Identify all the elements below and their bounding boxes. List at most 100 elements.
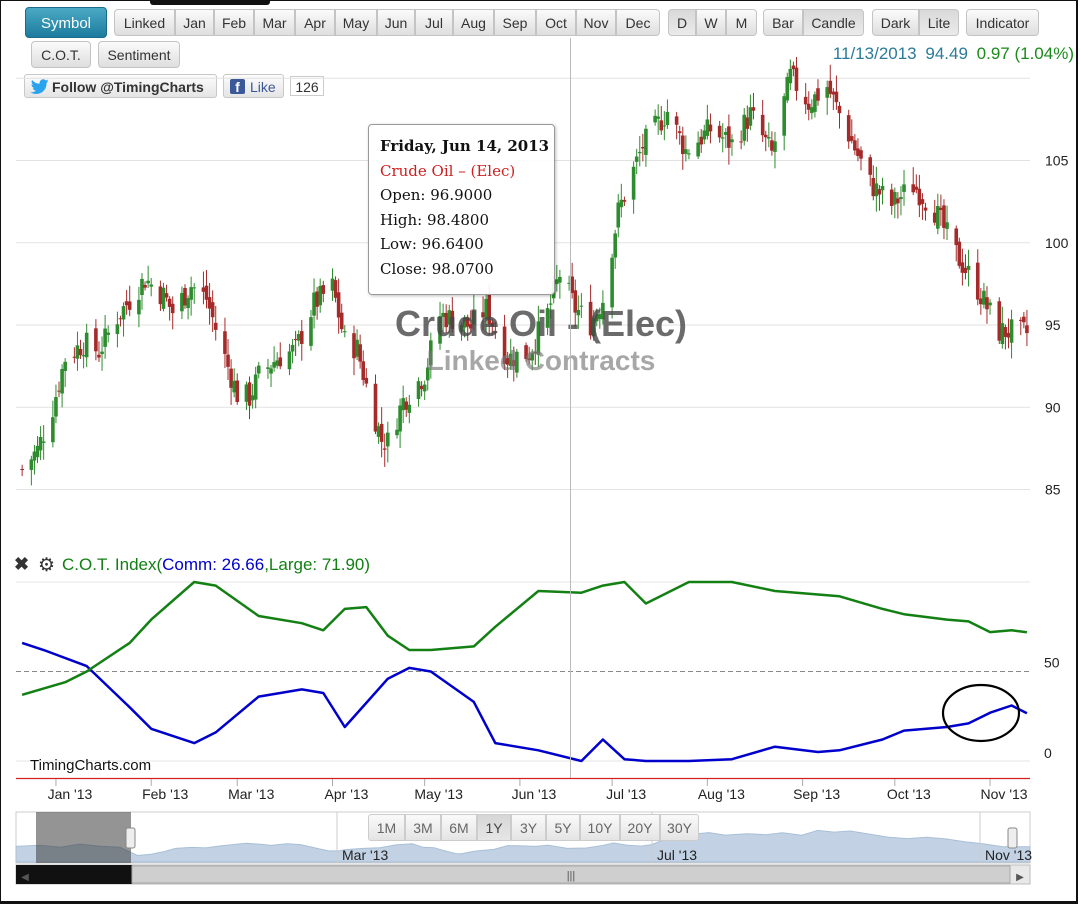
cot-series bbox=[21, 580, 1028, 763]
navigator-label: Jul '13 bbox=[657, 847, 697, 863]
candle-body bbox=[32, 451, 37, 461]
candle-body bbox=[481, 312, 485, 318]
candle-body bbox=[51, 417, 55, 443]
candle-body bbox=[468, 324, 473, 329]
symbol-button[interactable]: Symbol bbox=[25, 7, 107, 38]
close-indicator-icon[interactable]: ✖ bbox=[14, 554, 29, 574]
candle-body bbox=[118, 318, 123, 320]
x-tick-label: Nov '13 bbox=[981, 786, 1028, 802]
candle-body bbox=[610, 257, 614, 308]
candle-body bbox=[853, 140, 857, 151]
month-button-nov[interactable]: Nov bbox=[576, 9, 616, 36]
month-button-may[interactable]: May bbox=[335, 9, 377, 36]
candle-body bbox=[398, 405, 402, 432]
candle-body bbox=[78, 348, 83, 356]
range-button-3m[interactable]: 3M bbox=[405, 814, 441, 841]
period-button-daily[interactable]: D bbox=[668, 9, 696, 36]
range-button-20y[interactable]: 20Y bbox=[620, 814, 660, 841]
navigator-selection-mask bbox=[36, 812, 131, 863]
candle-body bbox=[63, 361, 67, 371]
sentiment-button[interactable]: Sentiment bbox=[98, 41, 180, 68]
month-button-oct[interactable]: Oct bbox=[536, 9, 576, 36]
candle-body bbox=[247, 382, 252, 406]
candle-body bbox=[527, 358, 531, 361]
candle-body bbox=[235, 380, 240, 402]
candle-body bbox=[339, 312, 344, 330]
x-axis: Jan '13 Feb '13 Mar '13 Apr '13 May '13 Jun '… bbox=[48, 779, 1028, 802]
quote-price: 94.49 bbox=[925, 44, 968, 63]
style-button-bar[interactable]: Bar bbox=[763, 9, 803, 36]
range-button-10y[interactable]: 10Y bbox=[580, 814, 620, 841]
candle-body bbox=[441, 312, 445, 317]
scroll-right-icon[interactable]: ▶ bbox=[1016, 872, 1024, 883]
candle-body bbox=[511, 360, 516, 367]
range-button-1m[interactable]: 1M bbox=[368, 814, 405, 841]
candle-body bbox=[210, 302, 215, 318]
range-button-6m[interactable]: 6M bbox=[441, 814, 477, 841]
month-button-jun[interactable]: Jun bbox=[377, 9, 415, 36]
month-button-apr[interactable]: Apr bbox=[295, 9, 335, 36]
candle-body bbox=[985, 297, 989, 310]
range-button-5y[interactable]: 5Y bbox=[546, 814, 580, 841]
candle-body bbox=[616, 202, 621, 228]
candle-body bbox=[653, 115, 657, 123]
period-button-monthly[interactable]: M bbox=[726, 9, 757, 36]
candle-body bbox=[889, 189, 894, 206]
cot-button[interactable]: C.O.T. bbox=[31, 41, 91, 68]
candle-body bbox=[84, 332, 89, 358]
month-button-feb[interactable]: Feb bbox=[214, 9, 254, 36]
candle-body bbox=[859, 150, 863, 159]
candle-body bbox=[631, 166, 636, 200]
candle-body bbox=[644, 128, 648, 155]
month-button-dec[interactable]: Dec bbox=[616, 9, 660, 36]
month-button-linked[interactable]: Linked bbox=[114, 9, 175, 36]
candle-body bbox=[358, 344, 362, 362]
candle-body bbox=[269, 368, 273, 374]
navigator[interactable]: Mar '13 Jul '13 Nov '13 ||| ◀ ▶ bbox=[15, 811, 1032, 885]
indicator-button[interactable]: Indicator bbox=[966, 9, 1039, 36]
candle-body bbox=[794, 67, 799, 91]
theme-button-lite[interactable]: Lite bbox=[919, 9, 959, 36]
candle-body bbox=[1000, 323, 1005, 345]
candle-body bbox=[791, 65, 796, 70]
month-button-aug[interactable]: Aug bbox=[453, 9, 494, 36]
candle-body bbox=[146, 280, 150, 284]
watermark-title: Crude Oil - (Elec) bbox=[395, 303, 687, 344]
month-button-jan[interactable]: Jan bbox=[175, 9, 214, 36]
navigator-handle-left[interactable] bbox=[125, 827, 136, 849]
facebook-like-label: Like bbox=[250, 79, 276, 95]
candle-body bbox=[137, 299, 141, 315]
candle-body bbox=[229, 368, 233, 388]
x-tick-label: Feb '13 bbox=[142, 786, 188, 802]
candle-body bbox=[416, 381, 421, 399]
navigator-scrollbar-thumb[interactable] bbox=[131, 865, 1011, 884]
candle-body bbox=[253, 374, 258, 400]
month-button-mar[interactable]: Mar bbox=[254, 9, 295, 36]
price-tick-label: 85 bbox=[1045, 482, 1061, 498]
candle-body bbox=[548, 303, 553, 305]
range-button-1y[interactable]: 1Y bbox=[477, 814, 511, 841]
candle-body bbox=[702, 130, 707, 140]
candle-body bbox=[957, 241, 962, 266]
candle-body bbox=[902, 184, 906, 192]
period-button-weekly[interactable]: W bbox=[696, 9, 726, 36]
style-button-candle[interactable]: Candle bbox=[803, 9, 864, 36]
theme-button-dark[interactable]: Dark bbox=[872, 9, 919, 36]
candle-body bbox=[874, 183, 879, 197]
gear-icon[interactable]: ⚙ bbox=[38, 555, 55, 576]
range-button-30y[interactable]: 30Y bbox=[660, 814, 699, 841]
candle-body bbox=[35, 445, 40, 458]
candle-body bbox=[462, 317, 467, 328]
candle-body bbox=[936, 206, 940, 229]
month-button-jul[interactable]: Jul bbox=[415, 9, 453, 36]
scroll-left-icon[interactable]: ◀ bbox=[21, 872, 29, 883]
navigator-handle-right[interactable] bbox=[1007, 827, 1018, 849]
range-button-3y[interactable]: 3Y bbox=[511, 814, 546, 841]
candle-body bbox=[579, 305, 584, 307]
candle-body bbox=[419, 385, 424, 390]
candle-body bbox=[727, 126, 731, 148]
candle-body bbox=[299, 331, 304, 344]
candle-body bbox=[143, 285, 147, 288]
month-button-sep[interactable]: Sep bbox=[494, 9, 536, 36]
